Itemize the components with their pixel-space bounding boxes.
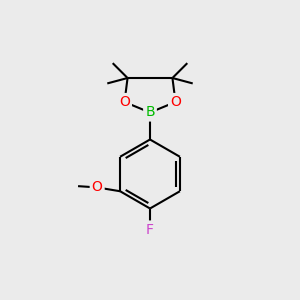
Text: F: F xyxy=(146,223,154,236)
Text: O: O xyxy=(92,180,103,194)
Text: O: O xyxy=(170,95,181,109)
Text: B: B xyxy=(145,106,155,119)
Text: O: O xyxy=(119,95,130,109)
